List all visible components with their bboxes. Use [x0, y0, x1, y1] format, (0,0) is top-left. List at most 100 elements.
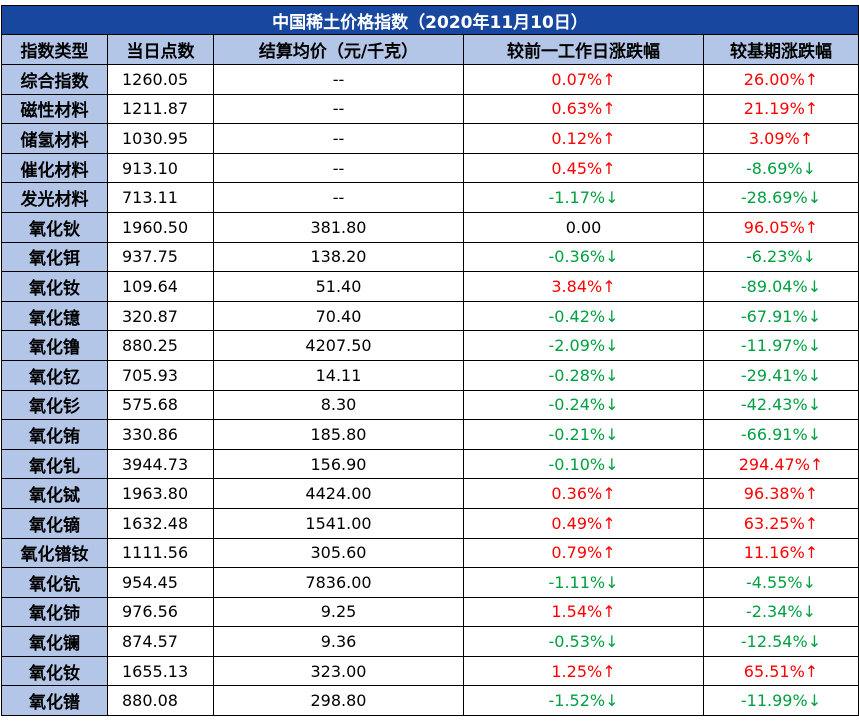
- price-cell: 7836.00: [213, 567, 464, 598]
- column-header: 较基期涨跌幅: [703, 34, 859, 65]
- table-row: 氧化镨 880.08 298.80 -1.52%↓ -11.99%↓: [1, 685, 859, 717]
- row-name-cell: 氧化镧: [1, 626, 108, 657]
- points-cell: 575.68: [107, 389, 214, 421]
- day-change-cell: 0.36%↑: [463, 478, 704, 509]
- points-cell: 880.25: [107, 330, 214, 361]
- base-change-cell: 21.19%↑: [703, 93, 859, 125]
- price-cell: 4207.50: [213, 330, 464, 361]
- table-row: 氧化镨钕 1111.56 305.60 0.79%↑ 11.16%↑: [1, 537, 859, 569]
- table-row: 储氢材料 1030.95 -- 0.12%↑ 3.09%↑: [1, 123, 859, 154]
- row-name-cell: 氧化镥: [1, 330, 108, 361]
- row-name-cell: 催化材料: [1, 152, 108, 184]
- points-cell: 1960.50: [107, 211, 214, 243]
- table-row: 氧化钕 109.64 51.40 3.84%↑ -89.04%↓: [1, 271, 859, 302]
- points-cell: 713.11: [107, 182, 214, 213]
- table-row: 氧化钆 3944.73 156.90 -0.10%↓ 294.47%↑: [1, 448, 859, 480]
- base-change-cell: -66.91%↓: [703, 419, 859, 450]
- points-cell: 976.56: [107, 596, 214, 628]
- row-name-cell: 氧化钕: [1, 271, 108, 302]
- points-cell: 913.10: [107, 152, 214, 184]
- row-name-cell: 氧化钇: [1, 359, 108, 391]
- day-change-cell: 0.00: [463, 211, 704, 243]
- price-cell: 9.36: [213, 626, 464, 657]
- column-header: 结算均价（元/千克）: [213, 34, 464, 65]
- row-name-cell: 氧化钕: [1, 655, 108, 687]
- table-row: 氧化铕 330.86 185.80 -0.21%↓ -66.91%↓: [1, 419, 859, 450]
- column-header: 指数类型: [1, 34, 108, 65]
- price-cell: 51.40: [213, 271, 464, 302]
- points-cell: 1260.05: [107, 64, 214, 95]
- table-row: 氧化钪 954.45 7836.00 -1.11%↓ -4.55%↓: [1, 567, 859, 598]
- price-cell: 305.60: [213, 537, 464, 569]
- price-cell: 185.80: [213, 419, 464, 450]
- base-change-cell: 96.38%↑: [703, 478, 859, 509]
- row-name-cell: 氧化钆: [1, 448, 108, 480]
- header-row: 指数类型 当日点数 结算均价（元/千克） 较前一工作日涨跌幅 较基期涨跌幅: [1, 34, 859, 65]
- price-cell: 8.30: [213, 389, 464, 421]
- base-change-cell: 11.16%↑: [703, 537, 859, 569]
- base-change-cell: -28.69%↓: [703, 182, 859, 213]
- day-change-cell: -1.17%↓: [463, 182, 704, 213]
- table-row: 氧化钕 1655.13 323.00 1.25%↑ 65.51%↑: [1, 655, 859, 687]
- base-change-cell: -42.43%↓: [703, 389, 859, 421]
- points-cell: 330.86: [107, 419, 214, 450]
- table-title: 中国稀土价格指数（2020年11月10日）: [1, 5, 859, 35]
- price-cell: 156.90: [213, 448, 464, 480]
- points-cell: 3944.73: [107, 448, 214, 480]
- table-row: 氧化铈 976.56 9.25 1.54%↑ -2.34%↓: [1, 596, 859, 628]
- row-name-cell: 氧化铈: [1, 596, 108, 628]
- table-row: 发光材料 713.11 -- -1.17%↓ -28.69%↓: [1, 182, 859, 213]
- table-row: 氧化铒 937.75 138.20 -0.36%↓ -6.23%↓: [1, 241, 859, 273]
- day-change-cell: 1.25%↑: [463, 655, 704, 687]
- base-change-cell: -11.97%↓: [703, 330, 859, 361]
- day-change-cell: 0.07%↑: [463, 64, 704, 95]
- base-change-cell: -89.04%↓: [703, 271, 859, 302]
- day-change-cell: 0.79%↑: [463, 537, 704, 569]
- column-header: 较前一工作日涨跌幅: [463, 34, 704, 65]
- day-change-cell: 0.12%↑: [463, 123, 704, 154]
- base-change-cell: 65.51%↑: [703, 655, 859, 687]
- points-cell: 320.87: [107, 300, 214, 332]
- price-cell: 323.00: [213, 655, 464, 687]
- row-name-cell: 氧化钐: [1, 389, 108, 421]
- row-name-cell: 氧化铽: [1, 478, 108, 509]
- price-cell: 4424.00: [213, 478, 464, 509]
- points-cell: 1963.80: [107, 478, 214, 509]
- price-cell: 1541.00: [213, 507, 464, 539]
- points-cell: 954.45: [107, 567, 214, 598]
- day-change-cell: 0.45%↑: [463, 152, 704, 184]
- base-change-cell: -12.54%↓: [703, 626, 859, 657]
- base-change-cell: 26.00%↑: [703, 64, 859, 95]
- day-change-cell: 0.49%↑: [463, 507, 704, 539]
- base-change-cell: -11.99%↓: [703, 685, 859, 717]
- row-name-cell: 氧化钪: [1, 567, 108, 598]
- price-cell: --: [213, 152, 464, 184]
- price-index-table: 中国稀土价格指数（2020年11月10日） 指数类型 当日点数 结算均价（元/千…: [1, 5, 859, 717]
- points-cell: 109.64: [107, 271, 214, 302]
- price-cell: 9.25: [213, 596, 464, 628]
- price-cell: 381.80: [213, 211, 464, 243]
- base-change-cell: 63.25%↑: [703, 507, 859, 539]
- price-cell: --: [213, 93, 464, 125]
- table-row: 磁性材料 1211.87 -- 0.63%↑ 21.19%↑: [1, 93, 859, 125]
- table-row: 氧化镧 874.57 9.36 -0.53%↓ -12.54%↓: [1, 626, 859, 657]
- row-name-cell: 储氢材料: [1, 123, 108, 154]
- base-change-cell: -4.55%↓: [703, 567, 859, 598]
- table-row: 氧化钇 705.93 14.11 -0.28%↓ -29.41%↓: [1, 359, 859, 391]
- day-change-cell: -1.11%↓: [463, 567, 704, 598]
- table-row: 氧化镝 1632.48 1541.00 0.49%↑ 63.25%↑: [1, 507, 859, 539]
- day-change-cell: -0.53%↓: [463, 626, 704, 657]
- row-name-cell: 氧化铕: [1, 419, 108, 450]
- row-name-cell: 氧化镱: [1, 300, 108, 332]
- row-name-cell: 氧化钬: [1, 211, 108, 243]
- points-cell: 1030.95: [107, 123, 214, 154]
- base-change-cell: -2.34%↓: [703, 596, 859, 628]
- points-cell: 874.57: [107, 626, 214, 657]
- row-name-cell: 磁性材料: [1, 93, 108, 125]
- price-cell: 70.40: [213, 300, 464, 332]
- base-change-cell: -29.41%↓: [703, 359, 859, 391]
- base-change-cell: -67.91%↓: [703, 300, 859, 332]
- points-cell: 1632.48: [107, 507, 214, 539]
- price-cell: 138.20: [213, 241, 464, 273]
